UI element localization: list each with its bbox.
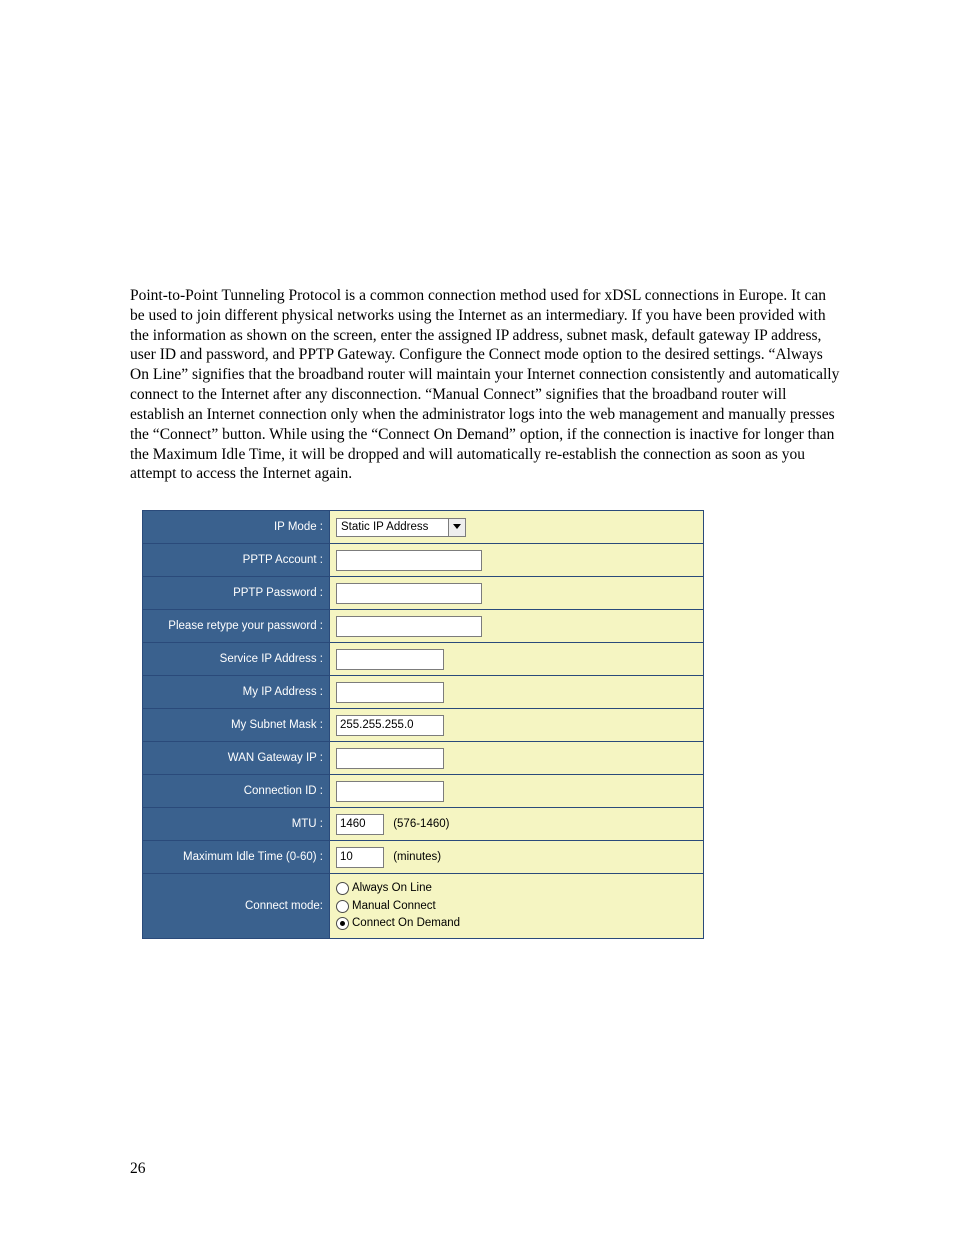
ip-mode-label: IP Mode : [143, 511, 330, 544]
intro-paragraph: Point-to-Point Tunneling Protocol is a c… [130, 286, 840, 484]
connect-mode-option-always[interactable]: Always On Line [336, 880, 697, 897]
radio-icon [336, 882, 349, 895]
max-idle-label: Maximum Idle Time (0-60) : [143, 841, 330, 874]
mtu-input[interactable] [336, 814, 384, 835]
wan-gateway-label: WAN Gateway IP : [143, 742, 330, 775]
ip-mode-selected: Static IP Address [337, 521, 448, 533]
pptp-password-label: PPTP Password : [143, 577, 330, 610]
my-ip-input[interactable] [336, 682, 444, 703]
max-idle-hint: (minutes) [393, 851, 441, 863]
retype-password-label: Please retype your password : [143, 610, 330, 643]
pptp-account-label: PPTP Account : [143, 544, 330, 577]
ip-mode-select[interactable]: Static IP Address [336, 518, 466, 537]
radio-icon [336, 900, 349, 913]
pptp-config-table: IP Mode : Static IP Address PPTP Account… [142, 510, 704, 939]
mtu-label: MTU : [143, 808, 330, 841]
service-ip-input[interactable] [336, 649, 444, 670]
connection-id-label: Connection ID : [143, 775, 330, 808]
connect-mode-option-label: Manual Connect [352, 898, 436, 915]
subnet-mask-label: My Subnet Mask : [143, 709, 330, 742]
my-ip-label: My IP Address : [143, 676, 330, 709]
pptp-account-input[interactable] [336, 550, 482, 571]
wan-gateway-input[interactable] [336, 748, 444, 769]
page-number: 26 [130, 1160, 146, 1178]
connect-mode-option-manual[interactable]: Manual Connect [336, 898, 697, 915]
connect-mode-label: Connect mode: [143, 874, 330, 939]
service-ip-label: Service IP Address : [143, 643, 330, 676]
pptp-password-input[interactable] [336, 583, 482, 604]
max-idle-input[interactable] [336, 847, 384, 868]
connection-id-input[interactable] [336, 781, 444, 802]
chevron-down-icon[interactable] [448, 519, 465, 536]
radio-icon [336, 917, 349, 930]
connect-mode-option-label: Connect On Demand [352, 915, 460, 932]
connect-mode-option-demand[interactable]: Connect On Demand [336, 915, 697, 932]
connect-mode-option-label: Always On Line [352, 880, 432, 897]
subnet-mask-input[interactable] [336, 715, 444, 736]
retype-password-input[interactable] [336, 616, 482, 637]
mtu-hint: (576-1460) [393, 818, 449, 830]
